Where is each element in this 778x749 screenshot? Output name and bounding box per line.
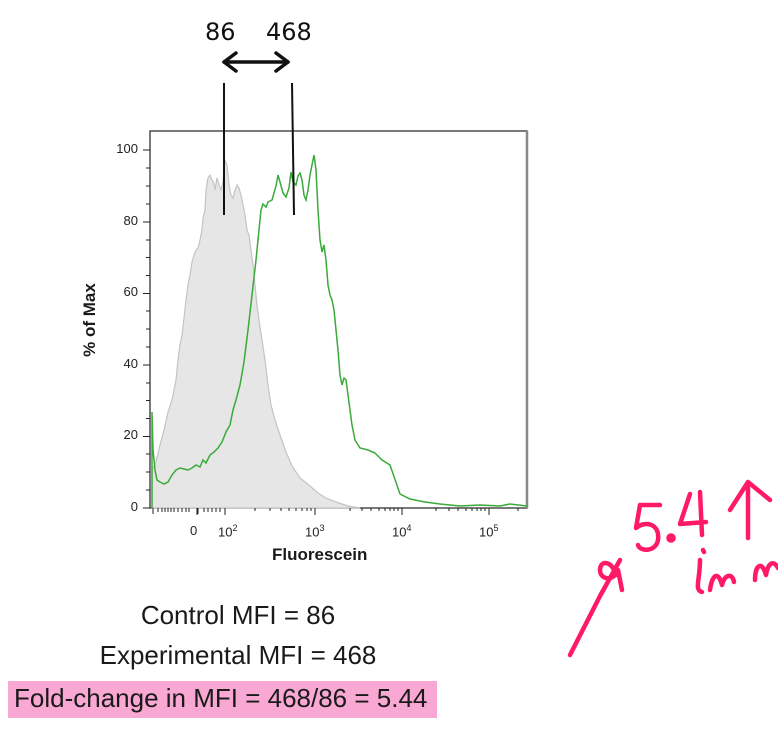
y-tick-80: 80 xyxy=(123,213,138,228)
x-tick-0: 0 xyxy=(190,523,198,538)
x-tick-1e3: 103 xyxy=(305,523,325,540)
x-axis-title: Fluorescein xyxy=(272,545,368,564)
y-tick-0: 0 xyxy=(130,499,138,514)
experimental-mfi-marker xyxy=(291,82,295,216)
y-axis xyxy=(143,149,150,509)
x-tick-1e4: 104 xyxy=(392,523,412,540)
y-axis-title: % of Max xyxy=(80,283,99,357)
x-axis xyxy=(152,508,519,515)
x-tick-1e2: 102 xyxy=(218,523,238,540)
handwritten-annotation xyxy=(567,479,778,658)
double-arrow-icon xyxy=(222,51,290,73)
y-tick-60: 60 xyxy=(123,284,138,299)
control-mfi-marker-label: 86 xyxy=(205,18,236,46)
fold-change-text: Fold-change in MFI = 468/86 = 5.44 xyxy=(8,681,438,718)
y-tick-20: 20 xyxy=(123,427,138,442)
experimental-mfi-text: Experimental MFI = 468 xyxy=(99,640,377,670)
experimental-mfi-marker-label: 468 xyxy=(266,18,312,46)
y-tick-40: 40 xyxy=(123,356,138,371)
control-mfi-text: Control MFI = 86 xyxy=(140,600,336,630)
x-tick-1e5: 105 xyxy=(479,523,499,540)
y-tick-100: 100 xyxy=(116,141,138,156)
